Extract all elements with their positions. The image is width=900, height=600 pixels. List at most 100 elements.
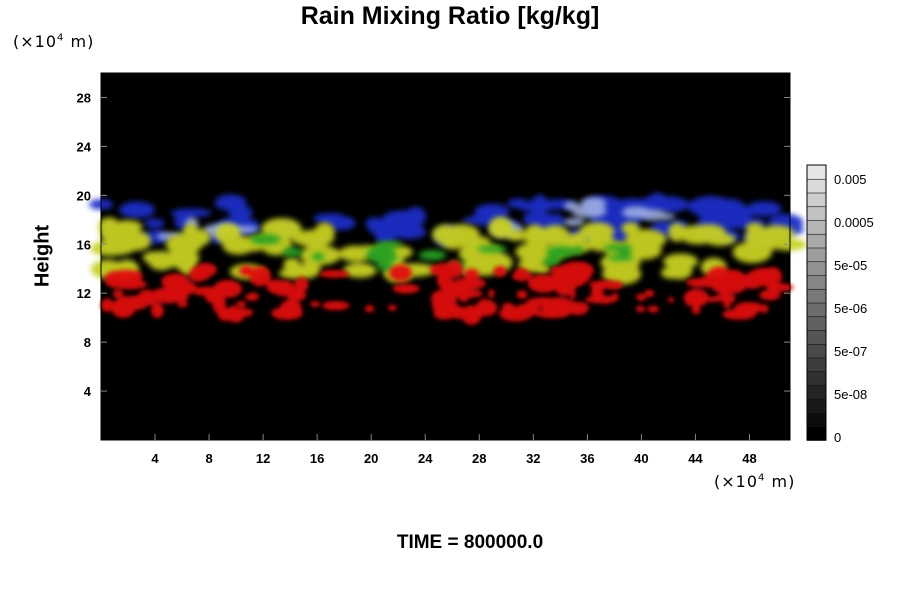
x-tick-label: 16 xyxy=(310,451,324,466)
band-4-blob xyxy=(312,252,325,262)
band-3-blob xyxy=(92,263,111,275)
colorbar-cell xyxy=(806,192,827,208)
band-3-blob xyxy=(579,222,615,241)
band-3-blob xyxy=(182,223,199,245)
x-axis-unit: (×104 m) xyxy=(714,472,796,491)
band-5-blob xyxy=(560,301,573,311)
band-5-blob xyxy=(576,267,592,283)
colorbar-cell xyxy=(806,178,827,194)
band-5-blob xyxy=(231,308,254,318)
band-5-blob xyxy=(706,266,732,286)
rain-drop xyxy=(438,290,448,299)
band-3-blob xyxy=(215,222,241,245)
band-2-blob xyxy=(564,201,579,211)
colorbar-label: 5e-08 xyxy=(834,387,867,402)
band-3-blob xyxy=(663,253,699,270)
band-5-blob xyxy=(217,307,235,322)
band-5-blob xyxy=(110,269,143,284)
band-5-blob xyxy=(100,298,114,312)
x-tick-label: 36 xyxy=(580,451,594,466)
band-5-blob xyxy=(464,268,480,280)
band-4-blob xyxy=(477,245,508,253)
band-5-blob xyxy=(437,271,452,290)
rain-drop xyxy=(569,290,576,299)
band-5-blob xyxy=(249,266,272,287)
rain-drop xyxy=(488,289,495,298)
rain-drop xyxy=(501,309,510,317)
rain-drop xyxy=(130,298,138,305)
band-3-blob xyxy=(278,267,319,280)
band-3-blob xyxy=(602,263,642,285)
x-tick-label: 20 xyxy=(364,451,378,466)
colorbar-cell xyxy=(806,357,827,373)
band-1-blob xyxy=(374,225,398,245)
colorbar-cell xyxy=(806,274,827,290)
band-3-blob xyxy=(443,224,480,244)
band-3-blob xyxy=(523,224,547,246)
colorbar-cell xyxy=(806,233,827,249)
x-tick-label: 12 xyxy=(256,451,270,466)
x-tick-label: 28 xyxy=(472,451,486,466)
band-4-blob xyxy=(282,247,303,257)
band-3-blob xyxy=(147,251,176,271)
colorbar-label: 0.005 xyxy=(834,172,867,187)
band-4-blob xyxy=(545,246,576,258)
band-5-blob xyxy=(429,263,458,277)
rain-drop xyxy=(685,298,693,307)
band-3-blob xyxy=(669,226,709,239)
band-5-blob xyxy=(150,287,185,304)
band-5-blob xyxy=(319,269,350,278)
x-tick-label: 32 xyxy=(526,451,540,466)
colorbar-cell xyxy=(806,370,827,386)
colorbar-cell xyxy=(806,164,827,180)
colorbar-frame xyxy=(806,164,827,441)
rain-drop xyxy=(502,302,514,312)
band-5-blob xyxy=(759,289,781,301)
band-3-blob xyxy=(759,225,795,242)
band-1-blob xyxy=(687,196,732,217)
band-5-blob xyxy=(529,277,556,288)
band-2-blob xyxy=(645,212,676,221)
colorbar-label: 5e-06 xyxy=(834,301,867,316)
band-1-blob xyxy=(381,210,425,231)
band-3-blob xyxy=(621,222,640,235)
rain-drop xyxy=(439,308,446,316)
x-tick-label: 8 xyxy=(205,451,212,466)
rain-drop xyxy=(245,293,256,301)
rain-drop xyxy=(707,296,719,303)
band-5 xyxy=(100,260,794,325)
band-3-blob xyxy=(113,220,143,234)
band-1-blob xyxy=(119,201,155,219)
rain-drop xyxy=(605,297,616,303)
rain-drop xyxy=(206,289,213,299)
band-4-blob xyxy=(375,262,394,271)
colorbar-label: 5e-07 xyxy=(834,344,867,359)
band-1-blob xyxy=(144,218,165,228)
band-5-blob xyxy=(389,264,412,282)
y-tick-label: 16 xyxy=(77,237,91,252)
band-4-blob xyxy=(366,252,398,263)
rain-drop xyxy=(480,298,487,304)
band-5-blob xyxy=(591,282,604,303)
x-tick-label: 48 xyxy=(742,451,756,466)
band-3-blob xyxy=(621,241,662,260)
time-value: 800000.0 xyxy=(463,532,544,553)
band-4-blob xyxy=(618,246,631,257)
colorbar-cell xyxy=(806,302,827,318)
band-1-blob xyxy=(647,192,668,212)
band-3-blob xyxy=(90,240,130,256)
y-tick-label: 20 xyxy=(77,188,91,203)
band-3-blob xyxy=(291,230,335,247)
colorbar-cell xyxy=(806,343,827,359)
band-3-blob xyxy=(732,241,772,264)
band-5-blob xyxy=(604,280,623,290)
colorbar-cell xyxy=(806,315,827,331)
band-5-blob xyxy=(178,281,197,295)
band-4-blob xyxy=(543,256,561,267)
colorbar-cell xyxy=(806,384,827,400)
y-tick-label: 12 xyxy=(77,286,91,301)
rain-drop xyxy=(644,289,655,298)
band-5-blob xyxy=(189,265,212,281)
band-5-blob xyxy=(457,289,483,298)
